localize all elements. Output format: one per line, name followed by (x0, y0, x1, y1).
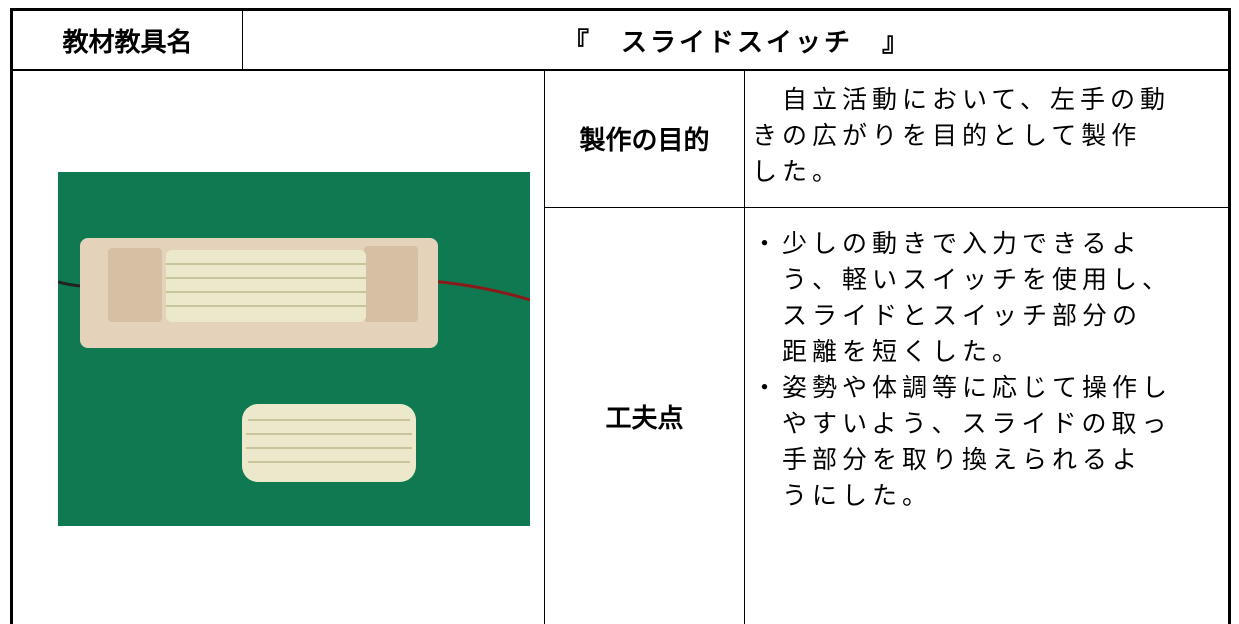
border (744, 70, 745, 624)
text-line: う、軽いスイッチを使用し、 (752, 265, 1173, 294)
border (10, 8, 13, 624)
text-line: した。 (752, 157, 843, 186)
points-text: ・少しの動きで入力できるよ う、軽いスイッチを使用し、 スライドとスイッチ部分の… (752, 226, 1230, 514)
text-line: やすいよう、スライドの取っ (752, 409, 1172, 438)
text-line: 手部分を取り換えられるよ (752, 445, 1143, 474)
header-title: 『 スライドスイッチ 』 (563, 27, 912, 58)
border (10, 8, 1231, 11)
header-label: 教材教具名 (62, 27, 193, 58)
text-line: 距離を短くした。 (752, 337, 1023, 366)
text-line: ・姿勢や体調等に応じて操作し (752, 373, 1173, 402)
text-line: ・少しの動きで入力できるよ (752, 229, 1142, 258)
purpose-text: 自立活動において、左手の動 きの広がりを目的として製作 した。 (752, 82, 1230, 190)
purpose-label: 製作の目的 (579, 126, 710, 156)
border (545, 207, 1231, 208)
text-line: スライドとスイッチ部分の (752, 301, 1143, 330)
text-line: 自立活動において、左手の動 (752, 85, 1171, 114)
border (544, 70, 545, 624)
border (242, 8, 243, 70)
border (10, 69, 1231, 71)
text-line: うにした。 (752, 481, 933, 510)
border (1228, 8, 1231, 624)
photo (58, 172, 530, 526)
points-label: 工夫点 (605, 403, 684, 434)
text-line: きの広がりを目的として製作 (752, 121, 1142, 150)
